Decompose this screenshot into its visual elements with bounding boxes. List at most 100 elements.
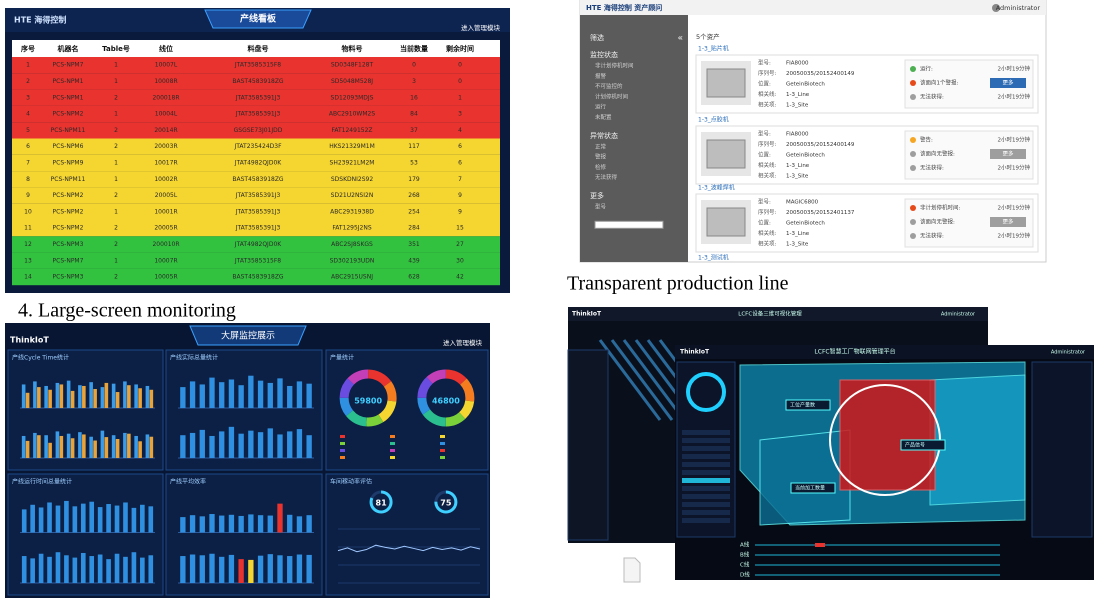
title: LCFC设备三维可视化管理 [738,310,802,318]
sidebar-item[interactable]: 计划停机时间 [595,92,628,100]
title-tab [204,9,312,29]
bar [140,557,145,583]
status-label: 警告: [920,136,933,144]
menu-item[interactable] [682,454,730,459]
bar [228,514,235,533]
menu-item[interactable] [682,510,730,515]
table-cell: PCS-NPM3 [53,241,84,248]
table-cell: 628 [408,274,420,281]
field-label: 相关线: [758,229,777,237]
sidebar-item[interactable]: 警报 [595,153,607,161]
bar [123,502,128,533]
bar [149,389,154,408]
card-title[interactable]: 1-3_贴片机 [698,45,729,53]
link[interactable]: 进入管理模块 [461,23,501,32]
bar [287,556,293,583]
sidebar-item[interactable]: 检修 [595,163,607,171]
more-button-label[interactable]: 更多 [1002,218,1014,226]
sidebar-item[interactable]: 无法获得 [595,173,618,181]
bar [104,382,109,408]
bar [66,380,71,408]
menu-item[interactable] [682,494,730,499]
menu-item[interactable] [682,502,730,507]
sidebar-item[interactable]: 未配置 [595,113,612,121]
timeline-marker [815,543,825,547]
menu-item[interactable] [682,430,730,435]
more-button[interactable] [990,149,1026,159]
table-cell: 16 [410,94,418,101]
bar [189,381,196,408]
bar [21,384,26,408]
table-cell: SD5048M528J [331,78,373,85]
menu-item[interactable] [682,486,730,491]
more-button[interactable] [990,78,1026,88]
table-row [12,122,500,139]
card-title[interactable]: 1-3_点胶机 [698,116,729,124]
bar [44,435,48,458]
more-button-label[interactable]: 更多 [1002,79,1014,87]
legend-swatch [340,442,345,445]
table-cell: 6 [458,159,462,166]
field-label: 相关线: [758,161,777,169]
more-button[interactable] [990,217,1026,227]
field-label: 型号: [758,130,771,138]
donut-segment [417,369,475,427]
table-cell: JTAT3585391J3 [235,208,281,215]
bar [238,433,244,458]
menu-item[interactable] [682,470,730,475]
donut-segment [339,369,397,427]
menu-item[interactable] [682,446,730,451]
table-cell: 284 [408,225,420,232]
table-cell: 10007L [155,62,178,69]
table-cell: 2 [26,78,30,85]
field-label: 序列号: [758,208,777,216]
table-cell: FAT1249152Z [331,127,372,134]
conveyor [598,339,662,421]
asset-count: 5个资产 [696,32,720,41]
sidebar-item[interactable]: 报警 [595,72,607,80]
status-label: 无法获得: [920,164,944,172]
select-box[interactable] [594,220,664,229]
bar [248,375,254,408]
table-cell: 20005L [155,192,178,199]
chart-panel [325,473,489,596]
table-cell: 11 [24,225,32,232]
card-title[interactable]: 1-3_波峰焊机 [698,184,735,192]
collapse[interactable]: « [677,34,683,44]
field-value: 1-3_Line [786,92,810,98]
bar [25,392,30,408]
column-header: 序号 [20,44,35,53]
table-cell: 1 [26,62,30,69]
user[interactable]: Administrator [996,4,1041,12]
field-value: 1-3_Site [786,242,809,248]
table-cell: 10008R [154,78,177,85]
table-cell: 7 [458,176,462,183]
status-label: 运行: [920,65,933,73]
more-button-label[interactable]: 更多 [1002,150,1014,158]
bar [257,555,264,583]
menu-item[interactable] [682,462,730,467]
bar [140,504,145,533]
menu-item[interactable] [682,478,730,483]
table-cell: 1 [114,159,118,166]
bar [199,555,205,583]
bar [238,559,244,583]
bar [55,382,60,408]
sidebar-item[interactable]: 正常 [595,142,607,150]
menu-item[interactable] [682,438,730,443]
sidebar-item[interactable]: 型号 [595,203,607,211]
card-title[interactable]: 1-3_测试机 [698,254,729,262]
sidebar-item[interactable]: 非计划停机时间 [595,62,634,70]
menu-item[interactable] [682,518,730,523]
table-cell: JTAT4982QJD0K [234,159,282,166]
bar [114,505,120,533]
table-cell: 5 [26,127,30,134]
sidebar-item[interactable]: 不可监控的 [595,82,623,90]
table-cell: ABC2915USNJ [331,274,373,281]
sidebar-item[interactable]: 运行 [595,103,607,111]
legend-swatch [340,449,345,452]
link[interactable]: 进入管理模块 [443,338,483,347]
table-cell: SD0348F128T [331,62,374,69]
bar [115,392,120,408]
legend-swatch [390,442,395,445]
